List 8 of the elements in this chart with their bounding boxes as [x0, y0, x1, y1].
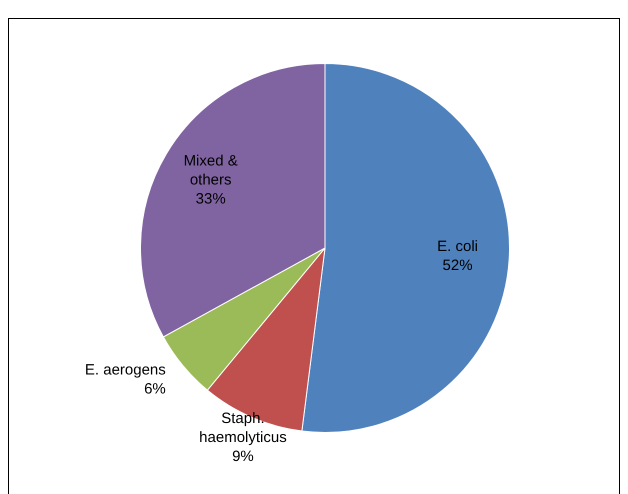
slice-label: Mixed & others	[184, 152, 238, 189]
data-label: 6%	[144, 380, 166, 398]
data-label: 33%	[196, 190, 226, 208]
slice-label: Staph. haemolyticus	[199, 410, 287, 446]
data-label: 52%	[442, 256, 473, 274]
slice-label: E. aerogens	[84, 361, 166, 378]
slice-label: E. coli	[437, 238, 478, 255]
data-label: 9%	[232, 448, 254, 465]
